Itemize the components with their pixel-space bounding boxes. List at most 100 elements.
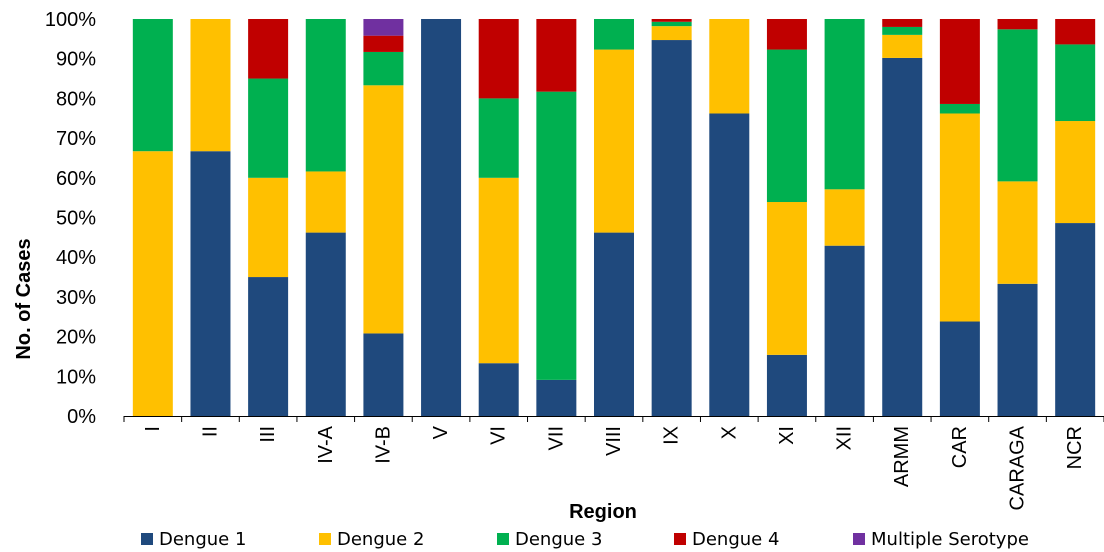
bar-segment bbox=[766, 202, 807, 355]
x-axis-ticks: I II III IV-A IV-B V VI VII VIII IX X XI XII ARMM CAR C… bbox=[123, 416, 1104, 510]
legend-label: Dengue 4 bbox=[692, 529, 779, 550]
bar-segment bbox=[248, 19, 289, 79]
y-tick-label: 60% bbox=[56, 168, 96, 190]
y-tick-label: 10% bbox=[56, 366, 96, 388]
x-tick-label: CAR bbox=[949, 426, 971, 468]
y-tick-label: 90% bbox=[56, 49, 96, 71]
bar-segment bbox=[766, 19, 807, 50]
x-tick-label: VI bbox=[488, 426, 510, 445]
x-tick-label: V bbox=[430, 425, 452, 439]
bar-segment bbox=[766, 49, 807, 203]
bar-segment bbox=[651, 21, 692, 27]
bar-segment bbox=[939, 321, 980, 416]
x-tick-label: XII bbox=[834, 426, 856, 450]
legend-swatch bbox=[853, 533, 865, 545]
x-tick-label: VIII bbox=[603, 426, 625, 456]
x-tick-label: IV-A bbox=[315, 425, 337, 463]
bar-segment bbox=[709, 113, 750, 417]
y-tick-label: 70% bbox=[56, 128, 96, 150]
x-tick-label: IV-B bbox=[372, 426, 394, 464]
y-tick-label: 0% bbox=[67, 406, 96, 428]
legend-swatch bbox=[497, 533, 509, 545]
bar-segment bbox=[1055, 44, 1096, 122]
x-tick-label: XI bbox=[776, 426, 798, 445]
bar-segment bbox=[363, 85, 404, 334]
bar-segment bbox=[651, 26, 692, 41]
x-axis-title: Region bbox=[569, 501, 637, 523]
y-tick-label: 40% bbox=[56, 247, 96, 269]
bar-segment bbox=[363, 333, 404, 416]
bar-segment bbox=[305, 171, 346, 233]
x-tick-label: NCR bbox=[1064, 426, 1086, 469]
bar-segment bbox=[536, 379, 577, 416]
bar-segment bbox=[766, 354, 807, 416]
y-axis-title: No. of Cases bbox=[13, 238, 35, 359]
bar-segment bbox=[997, 19, 1038, 30]
bar-segment bbox=[248, 177, 289, 278]
legend-label: Dengue 2 bbox=[337, 529, 424, 550]
x-tick-label: IX bbox=[661, 426, 683, 445]
legend-swatch bbox=[674, 533, 686, 545]
x-tick-label: X bbox=[718, 426, 740, 439]
legend-label: Dengue 3 bbox=[515, 529, 602, 550]
bar-segment bbox=[651, 19, 692, 22]
y-tick-label: 20% bbox=[56, 327, 96, 349]
bar-segment bbox=[882, 19, 923, 27]
bar-segment bbox=[248, 277, 289, 416]
legend: Dengue 1 Dengue 2 Dengue 3 Dengue 4 Multiple… bbox=[141, 529, 1029, 550]
bar-segment bbox=[939, 103, 980, 114]
bar-segment bbox=[132, 19, 173, 152]
bar-segment bbox=[939, 113, 980, 322]
bar-segment bbox=[190, 19, 231, 152]
bar-segment bbox=[363, 35, 404, 52]
bar-segment bbox=[363, 51, 404, 86]
bar-segment bbox=[824, 245, 865, 416]
bar-segment bbox=[594, 232, 634, 416]
y-tick-label: 100% bbox=[45, 9, 96, 31]
x-tick-label: ARMM bbox=[891, 426, 913, 487]
bar-segment bbox=[478, 177, 519, 364]
bar-segment bbox=[997, 283, 1038, 416]
bar-segment bbox=[478, 98, 519, 178]
bar-segment bbox=[305, 19, 346, 172]
bar-segment bbox=[478, 19, 519, 99]
bar-segment bbox=[132, 151, 173, 417]
bar-segment bbox=[536, 19, 577, 92]
bar-segment bbox=[478, 363, 519, 416]
bar-segment bbox=[421, 19, 462, 416]
bar-segment bbox=[997, 29, 1038, 182]
y-tick-label: 30% bbox=[56, 287, 96, 309]
bar-segment bbox=[709, 19, 750, 114]
legend-label: Multiple Serotype bbox=[871, 529, 1029, 550]
bar-segment bbox=[882, 26, 923, 35]
bar-segment bbox=[882, 57, 923, 416]
bar-segment bbox=[882, 34, 923, 58]
x-tick-label: II bbox=[199, 426, 221, 437]
legend-swatch bbox=[141, 533, 153, 545]
bar-segment bbox=[248, 78, 289, 178]
y-tick-label: 50% bbox=[56, 208, 96, 230]
bar-segment bbox=[997, 181, 1038, 284]
bar-segment bbox=[1055, 19, 1096, 45]
bar-segment bbox=[1055, 121, 1096, 224]
bar-segment bbox=[939, 19, 980, 104]
bar-segment bbox=[594, 49, 634, 233]
bar-segment bbox=[594, 19, 634, 50]
bar-segment bbox=[305, 232, 346, 416]
legend-swatch bbox=[319, 533, 331, 545]
bar-segment bbox=[824, 189, 865, 246]
bar-segment bbox=[190, 151, 231, 417]
x-tick-label: III bbox=[257, 426, 279, 443]
y-tick-label: 80% bbox=[56, 88, 96, 110]
bar-segment bbox=[1055, 223, 1096, 416]
bars bbox=[132, 19, 1096, 417]
bar-segment bbox=[651, 40, 692, 416]
bar-segment bbox=[536, 91, 577, 380]
bar-segment bbox=[824, 19, 865, 190]
x-tick-label: CARAGA bbox=[1007, 425, 1029, 510]
x-tick-label: I bbox=[142, 426, 164, 432]
x-tick-label: VII bbox=[545, 426, 567, 450]
legend-label: Dengue 1 bbox=[159, 529, 246, 550]
bar-segment bbox=[363, 19, 404, 36]
